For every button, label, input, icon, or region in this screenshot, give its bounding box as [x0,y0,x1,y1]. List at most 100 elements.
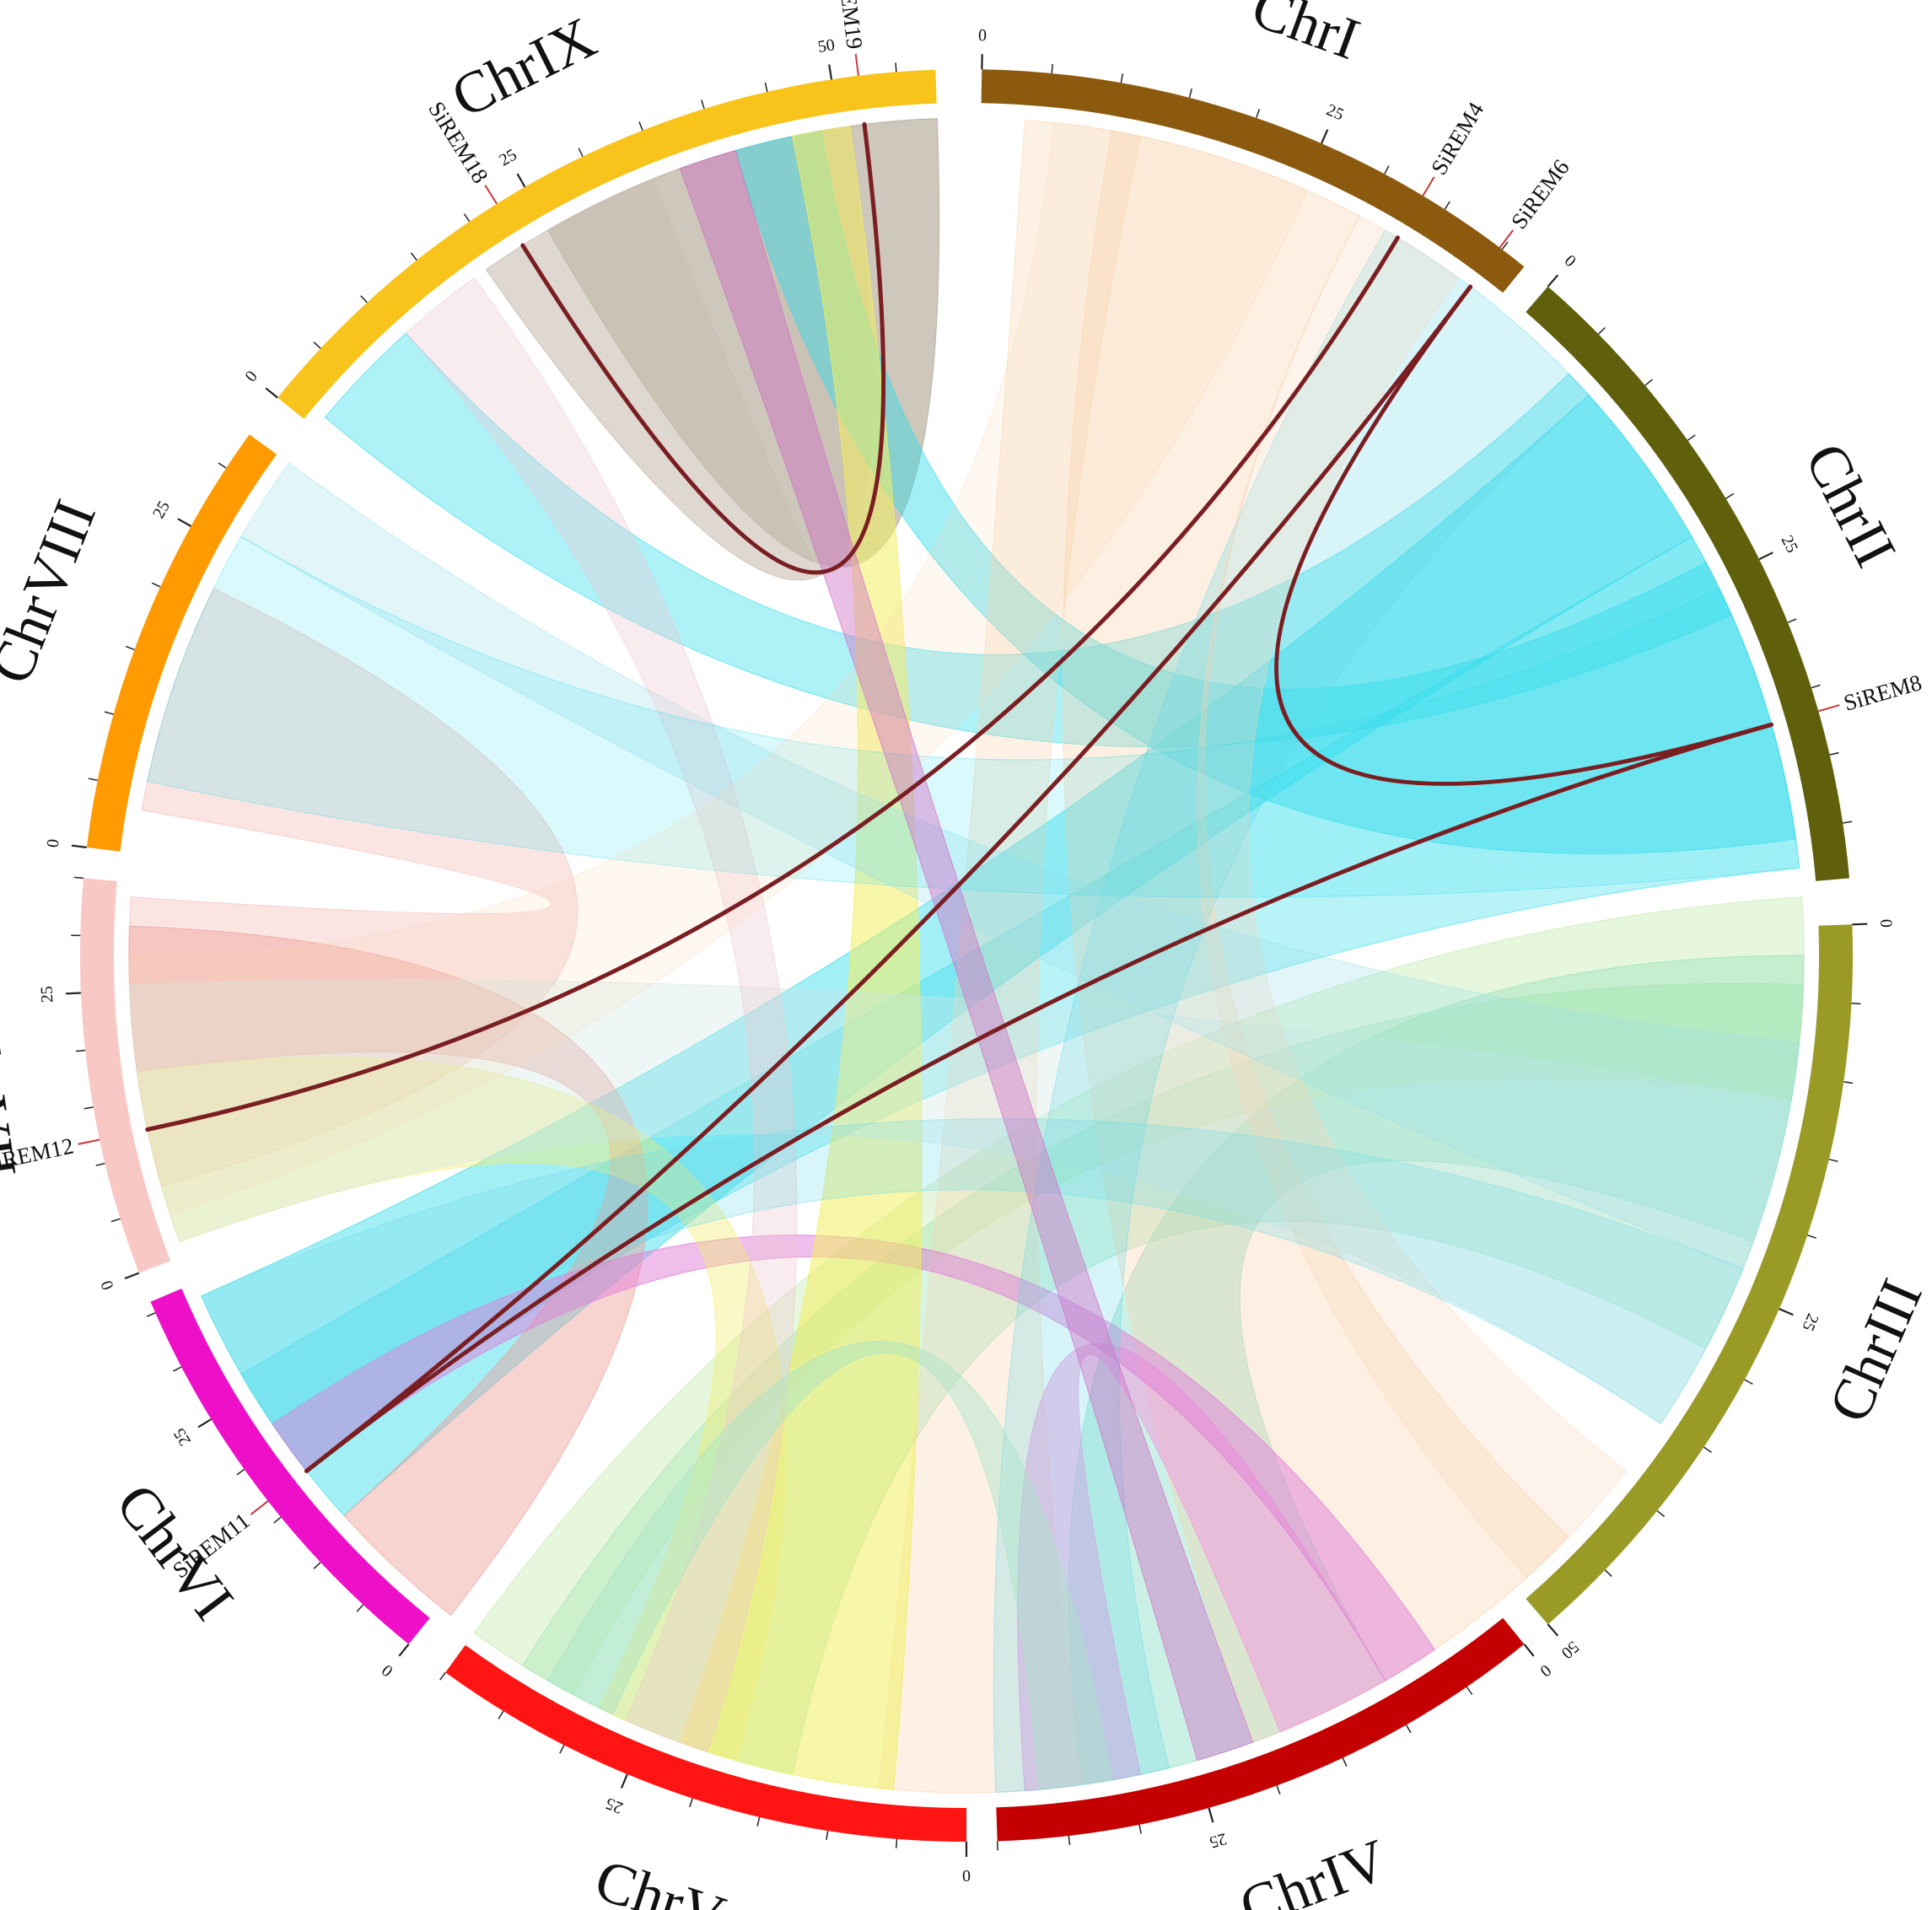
chromosome-name-chriii: ChrIII [1816,1270,1932,1431]
tick-label: 25 [1208,1829,1229,1852]
synteny-ribbon [1197,215,1628,1579]
tick-mark [71,844,87,848]
gene-marker-sirem4 [1422,176,1435,196]
tick-mark [1188,89,1192,98]
tick-mark [1604,1569,1612,1577]
tick-label: 0 [1536,1660,1555,1680]
tick-mark [110,1218,121,1223]
tick-mark [1828,1159,1838,1163]
chromosome-name-chrvii: ChrVII [0,1004,29,1182]
synteny-ribbon [473,896,1805,1696]
synteny-ribbon [128,979,1792,1425]
gene-marker-sirem8 [1818,704,1840,713]
tick-mark [1547,1623,1559,1637]
tick-mark [146,1312,156,1317]
tick-label: 0 [379,1660,397,1680]
tick-mark [218,462,227,469]
tick-mark [498,1710,504,1719]
synteny-ribbon [201,394,1693,1517]
tick-mark [1843,820,1853,824]
tick-label: 0 [97,1278,117,1292]
tick-mark [197,1418,212,1428]
chromosome-name-chrviii: ChrVIII [0,492,109,692]
tick-mark [1656,1510,1666,1518]
gene-pair-link-sirem4-sirem12 [145,235,1400,1132]
tick-mark [1444,201,1450,210]
gene-label-sirem8: SiREM8 [1841,670,1924,716]
gene-marker-sirem12 [78,1138,100,1145]
tick-label: 0 [1876,919,1895,928]
tick-mark [516,173,526,188]
tick-mark [559,1745,565,1754]
tick-mark [1342,1757,1348,1767]
tick-mark [76,1049,86,1052]
tick-label: 25 [603,1794,626,1817]
tick-mark [1384,165,1390,175]
tick-mark [1597,326,1606,335]
tick-mark [1829,751,1839,756]
tick-mark [1843,1081,1854,1084]
tick-mark [1256,109,1261,119]
tick-mark [398,1644,410,1657]
tick-mark [1787,618,1797,623]
tick-mark [1138,1824,1142,1834]
gene-marker-sirem18 [484,185,498,205]
tick-mark [313,342,321,349]
tick-mark [1501,241,1509,250]
chromosome-name-chrii: ChrII [1792,433,1908,577]
chromosome-arc-chrviii [86,434,277,852]
synteny-ribbon [146,535,1800,898]
tick-label: 0 [978,26,987,45]
tick-mark [828,64,833,80]
chromosome-name-chrvi: ChrVI [103,1472,245,1632]
synteny-ribbon [201,1118,1744,1425]
gene-pair-link-sirem6-sirem8 [1274,284,1773,786]
tick-mark [173,1366,182,1372]
tick-label: 0 [1561,251,1580,271]
tick-label: 25 [38,986,57,1003]
tick-mark [1466,1687,1473,1695]
tick-mark [124,1272,140,1280]
synteny-ribbon [546,1341,1113,1790]
synteny-ribbon [405,277,798,1753]
gene-marker-sirem6 [1499,229,1514,249]
tick-mark [1744,1379,1753,1385]
tick-mark [701,100,705,110]
tick-mark [1779,1308,1794,1316]
gene-label-sirem19: SiREM19 [831,0,868,51]
tick-label: 25 [1778,532,1802,556]
gene-pair-link-sirem8-sirem11 [304,722,1773,1473]
tick-mark [177,518,192,527]
chromosome-arc-chrii [1526,286,1849,881]
tick-mark [895,1838,898,1848]
tick-mark [410,252,417,261]
chromosome-arc-chrix [277,69,937,419]
chromosome-name-chrix: ChrIX [442,5,605,131]
tick-mark [756,1816,761,1827]
tick-mark [125,645,135,651]
chromosome-arc-chriv [996,1617,1525,1842]
tick-label: 50 [816,35,836,56]
tick-mark [236,1468,245,1476]
tick-label: 0 [962,1866,971,1885]
synteny-ribbon [679,126,923,1790]
gene-pair-link-sirem18-sirem19 [520,121,886,575]
tick-mark [439,1671,446,1681]
gene-marker-sirem19 [854,53,859,76]
chromosome-arc-chrvi [150,1289,430,1644]
tick-mark [1725,492,1735,499]
tick-mark [1523,1644,1535,1657]
synteny-ribbon [128,121,1308,1215]
tick-mark [1703,1446,1712,1453]
tick-mark [1851,1003,1861,1005]
gene-label-sirem6: SiREM6 [1506,155,1574,234]
tick-mark [1405,1724,1412,1734]
tick-mark [83,1106,94,1110]
tick-mark [1687,434,1696,441]
tick-mark [1321,129,1329,144]
tick-mark [1758,551,1773,561]
chromosome-arc-chriii [1526,924,1854,1625]
tick-label: 50 [1558,1638,1583,1663]
tick-mark [638,121,643,131]
gene-marker-sirem11 [250,1500,269,1515]
